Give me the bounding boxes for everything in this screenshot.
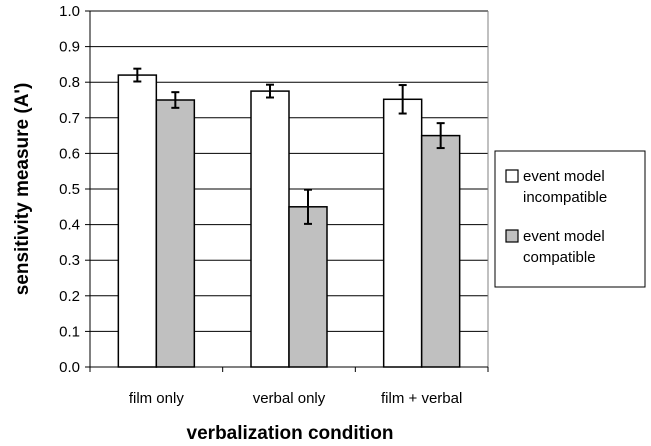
y-tick-label: 0.7	[59, 110, 80, 127]
bar	[250, 90, 290, 368]
legend-swatch	[505, 229, 519, 243]
bar	[288, 206, 328, 368]
y-tick-label: 0.9	[59, 39, 80, 56]
bar	[117, 74, 158, 368]
legend-swatch	[505, 169, 519, 183]
y-tick-label: 0.1	[59, 323, 80, 340]
x-tick-label: verbal only	[253, 390, 326, 407]
bar	[420, 134, 461, 368]
legend-label: event model	[523, 228, 605, 245]
legend-label: compatible	[523, 249, 596, 266]
bar	[155, 99, 196, 368]
y-axis-title: sensitivity measure (A')	[12, 83, 33, 296]
y-tick-label: 0.6	[59, 145, 80, 162]
y-tick-label: 0.8	[59, 74, 80, 91]
error-bars	[133, 67, 445, 225]
x-axis-title: verbalization condition	[187, 423, 394, 444]
axes	[85, 10, 489, 372]
legend-label: event model	[523, 168, 605, 185]
y-tick-label: 0.3	[59, 252, 80, 269]
y-tick-label: 0.0	[59, 359, 80, 376]
x-tick-label: film only	[129, 390, 185, 407]
y-tick-label: 0.4	[59, 217, 80, 234]
y-tick-label: 1.0	[59, 3, 80, 20]
bars	[117, 74, 461, 368]
x-tick-labels: film only verbal only film + verbal	[129, 390, 462, 407]
legend-box	[494, 150, 646, 288]
legend: event model incompatible event model compat…	[494, 150, 646, 288]
legend-label: incompatible	[523, 189, 607, 206]
bar	[382, 98, 423, 368]
x-tick-label: film + verbal	[381, 390, 462, 407]
y-tick-label: 0.2	[59, 288, 80, 305]
y-tick-labels: 0.0 0.1 0.2 0.3 0.4 0.5 0.6 0.7 0.8 0.9 1.0	[59, 3, 80, 376]
y-tick-label: 0.5	[59, 181, 80, 198]
